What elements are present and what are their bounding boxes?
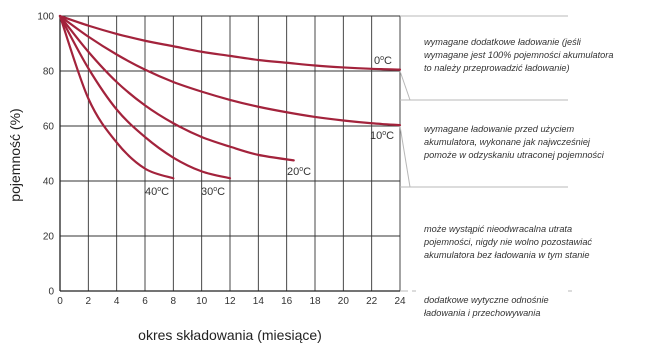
plot-frame (59, 15, 401, 292)
annotation-line: pomoże w odzyskaniu utraconej pojemności (423, 150, 605, 160)
series-label: 10oC (370, 130, 394, 142)
annotation-line: ładowania i przechowywania (424, 308, 540, 318)
x-axis-label: okres składowania (miesiące) (138, 327, 322, 343)
series-line (58, 14, 175, 180)
y-tick-label: 40 (43, 177, 55, 188)
x-tick-label: 20 (338, 296, 350, 307)
x-tick-label: 0 (57, 296, 63, 307)
x-tick-label: 4 (114, 296, 120, 307)
y-axis-label: pojemność (%) (7, 108, 23, 201)
y-tick-label: 100 (37, 12, 54, 23)
x-tick-label: 24 (394, 296, 406, 307)
annotation-line: dodatkowe wytyczne odnośnie (424, 295, 549, 305)
annotation-line: wymagane jest 100% pojemności akumulator… (424, 50, 613, 60)
y-tick-label: 0 (48, 287, 54, 298)
series-label: 0oC (374, 55, 392, 67)
x-tick-labels: 0 2 4 6 8 10 12 14 16 18 20 22 24 (57, 296, 406, 307)
series-lines (58, 14, 402, 180)
right-panel: wymagane dodatkowe ładowanie (jeśli wymag… (399, 15, 613, 318)
annotation-line: może wystąpić nieodwracalna utrata (424, 224, 572, 234)
annotation-line: to należy przeprowadzić ładowanie) (424, 63, 570, 73)
series-line (58, 14, 402, 127)
series-label: 40oC (145, 186, 169, 198)
y-tick-label: 80 (43, 67, 55, 78)
series-line (58, 14, 295, 162)
annotation-line: wymagane ładowanie przed użyciem (424, 124, 574, 134)
x-tick-label: 6 (142, 296, 148, 307)
y-tick-label: 20 (43, 232, 55, 243)
annotation-line: wymagane dodatkowe ładowanie (jeśli (424, 37, 582, 47)
annotation-line: pojemności, nigdy nie wolno pozostawiać (423, 237, 592, 247)
y-tick-labels: 0 20 40 60 80 100 (37, 12, 54, 298)
x-tick-label: 16 (281, 296, 293, 307)
x-tick-label: 14 (253, 296, 265, 307)
x-tick-label: 8 (171, 296, 177, 307)
x-tick-label: 22 (366, 296, 378, 307)
series-line (58, 14, 402, 71)
x-tick-label: 12 (224, 296, 236, 307)
series-label: 20oC (287, 166, 311, 178)
series-label: 30oC (201, 186, 225, 198)
connector-line (399, 125, 411, 188)
annotation-line: akumulatora, wykonane jak najwcześniej (424, 137, 591, 147)
connector-line (399, 70, 411, 101)
series-labels: 0oC 10oC 20oC 30oC 40oC (145, 55, 394, 198)
x-tick-label: 10 (196, 296, 208, 307)
series-line (58, 14, 232, 180)
x-tick-label: 2 (86, 296, 92, 307)
annotation-line: akumulatora bez ładowania w tym stanie (424, 250, 589, 260)
grid (60, 16, 400, 291)
y-tick-label: 60 (43, 122, 55, 133)
x-tick-label: 18 (309, 296, 321, 307)
